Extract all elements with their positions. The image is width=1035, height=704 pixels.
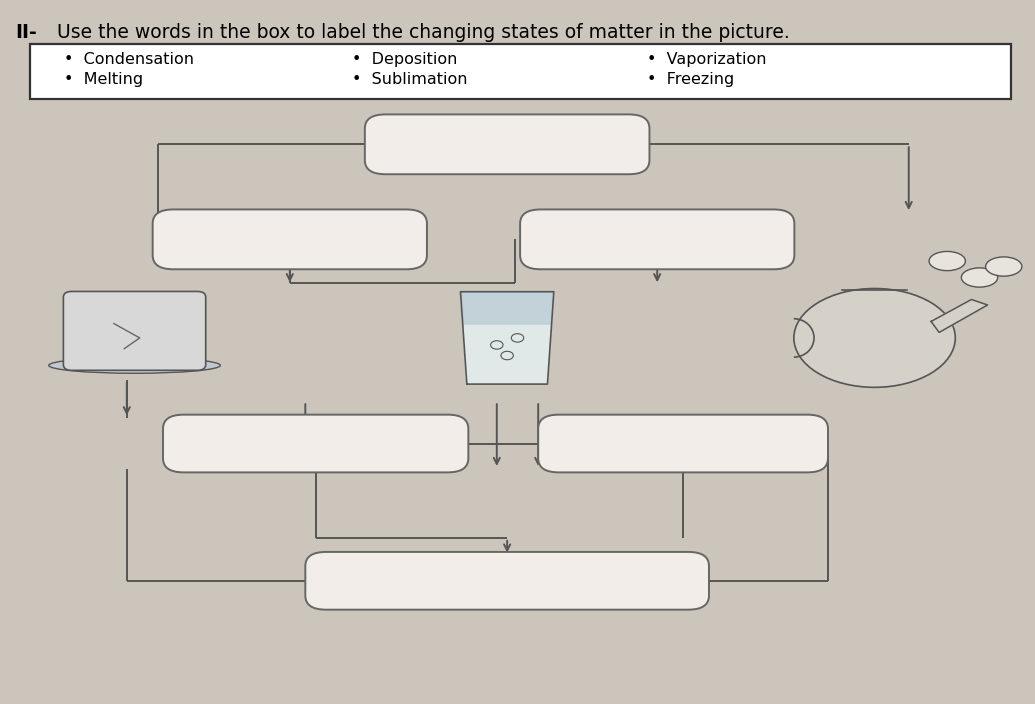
FancyBboxPatch shape bbox=[538, 415, 828, 472]
FancyBboxPatch shape bbox=[162, 415, 468, 472]
FancyBboxPatch shape bbox=[305, 552, 709, 610]
FancyBboxPatch shape bbox=[30, 44, 1011, 99]
Polygon shape bbox=[932, 299, 987, 332]
Text: •  Melting: • Melting bbox=[64, 72, 143, 87]
Polygon shape bbox=[462, 291, 553, 324]
FancyBboxPatch shape bbox=[153, 210, 427, 269]
Text: •  Sublimation: • Sublimation bbox=[352, 72, 468, 87]
Text: •  Freezing: • Freezing bbox=[647, 72, 734, 87]
Text: •  Deposition: • Deposition bbox=[352, 51, 457, 67]
Ellipse shape bbox=[929, 251, 966, 270]
Text: •  Vaporization: • Vaporization bbox=[647, 51, 766, 67]
FancyBboxPatch shape bbox=[364, 114, 650, 174]
Polygon shape bbox=[461, 291, 554, 384]
Ellipse shape bbox=[985, 257, 1022, 276]
Text: •  Condensation: • Condensation bbox=[64, 51, 195, 67]
FancyBboxPatch shape bbox=[521, 210, 795, 269]
Text: Use the words in the box to label the changing states of matter in the picture.: Use the words in the box to label the ch… bbox=[57, 23, 790, 42]
Ellipse shape bbox=[962, 268, 998, 287]
Text: II-: II- bbox=[16, 23, 37, 42]
Ellipse shape bbox=[794, 289, 955, 387]
Ellipse shape bbox=[49, 358, 220, 373]
FancyBboxPatch shape bbox=[63, 291, 206, 370]
